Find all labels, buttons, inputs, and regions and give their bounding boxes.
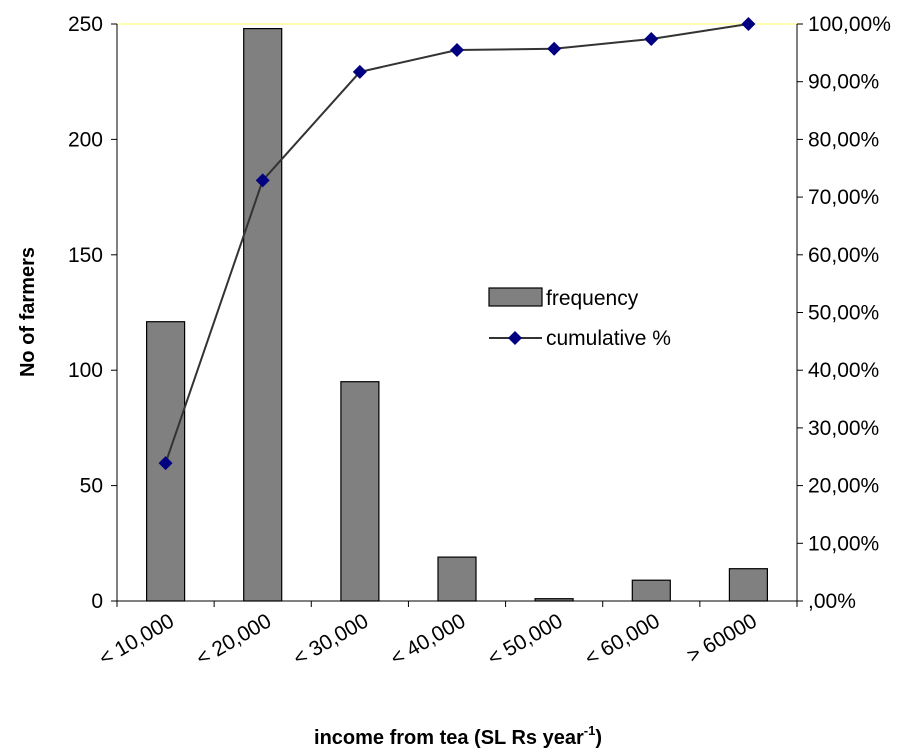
x-axis-title-close: ) — [595, 727, 602, 749]
legend-label-cumulative: cumulative % — [546, 327, 671, 350]
y2-tick-label-1: 10,00% — [808, 532, 879, 555]
y-tick-label-3: 150 — [68, 244, 103, 267]
x-axis-title-superscript: -1 — [584, 723, 596, 738]
legend: frequency cumulative % — [480, 279, 714, 355]
y2-tick-label-8: 80,00% — [808, 128, 879, 151]
bar-1 — [243, 28, 283, 602]
y-tick-label-5: 250 — [68, 13, 103, 36]
y-tick-label-1: 50 — [80, 475, 103, 498]
bar-2 — [340, 381, 380, 602]
y2-tick-label-0: ,00% — [808, 590, 856, 613]
y-tick-label-4: 200 — [68, 128, 103, 151]
x-tick-label-6: > 60000 — [683, 609, 761, 667]
axes-group — [111, 23, 803, 607]
x-tick-label-2: < 30,000 — [290, 609, 373, 670]
cumulative-marker-4 — [547, 41, 562, 56]
cumulative-marker-3 — [450, 42, 464, 57]
legend-marker-cumulative — [508, 331, 522, 345]
cumulative-marker-0 — [158, 456, 173, 471]
bars-group — [146, 28, 769, 602]
y-tick-label-0: 0 — [91, 590, 103, 613]
y-axis-title: No of farmers — [17, 247, 39, 377]
y2-tick-label-7: 70,00% — [808, 186, 879, 209]
y2-tick-label-10: 100,00% — [808, 13, 891, 36]
x-tick-label-0: < 10,000 — [95, 609, 178, 670]
y2-tick-label-6: 60,00% — [808, 244, 879, 267]
bar-3 — [437, 556, 477, 602]
legend-swatch-frequency — [488, 287, 543, 307]
cumulative-marker-5 — [644, 32, 659, 47]
x-tick-label-4: < 50,000 — [484, 609, 567, 670]
x-axis-title: income from tea (SL Rs year-1) — [314, 723, 602, 749]
bar-5 — [631, 579, 671, 602]
cumulative-marker-1 — [255, 173, 270, 188]
cumulative-marker-6 — [741, 17, 756, 31]
y2-tick-label-4: 40,00% — [808, 359, 879, 382]
cumulative-line-group — [158, 17, 756, 471]
x-tick-label-1: < 20,000 — [192, 609, 275, 670]
bar-6 — [728, 568, 769, 602]
y2-tick-label-3: 30,00% — [808, 417, 879, 440]
y2-tick-label-2: 20,00% — [808, 475, 879, 498]
x-axis-title-main: income from tea (SL Rs year — [314, 727, 584, 749]
y-tick-label-2: 100 — [68, 359, 103, 382]
x-tick-label-5: < 60,000 — [581, 609, 664, 670]
x-tick-label-3: < 40,000 — [387, 609, 470, 670]
legend-label-frequency: frequency — [546, 287, 639, 310]
cumulative-marker-2 — [352, 64, 367, 79]
y2-tick-label-9: 90,00% — [808, 71, 879, 94]
y2-tick-label-5: 50,00% — [808, 302, 879, 325]
